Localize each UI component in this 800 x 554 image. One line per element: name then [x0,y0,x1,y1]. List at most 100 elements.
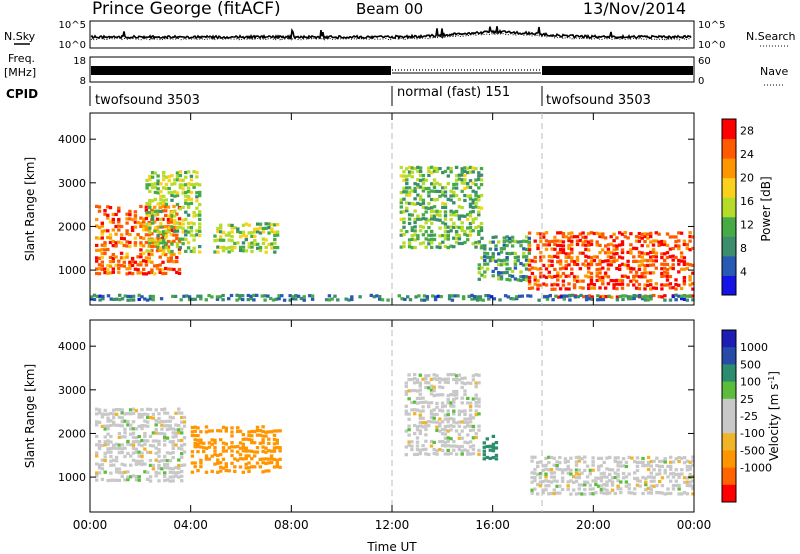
echo-cell [238,429,243,433]
echo-cell [125,217,129,221]
echo-cell [129,423,133,427]
echo-cell [599,484,604,488]
echo-cell [432,209,437,213]
echo-cell [432,377,436,381]
echo-cell [236,445,240,449]
echo-cell [261,429,265,434]
echo-cell [674,293,678,297]
echo-cell [471,424,476,428]
echo-cell [181,237,185,241]
echo-cell [691,282,695,286]
echo-cell [250,457,254,461]
echo-cell [561,232,566,236]
echo-cell [651,286,656,290]
echo-cell [555,467,559,471]
echo-cell [452,417,456,421]
echo-cell [123,419,127,423]
echo-cell [154,431,158,435]
echo-cell [187,298,192,302]
echo-cell [643,232,647,236]
echo-cell [133,225,138,229]
echo-cell [136,263,140,267]
echo-cell [505,239,509,243]
echo-cell [204,446,209,450]
echo-cell [215,297,220,301]
echo-cell [657,243,661,247]
echo-cell [167,179,171,183]
echo-cell [413,186,417,190]
echo-cell [213,438,217,442]
echo-cell [413,221,417,225]
echo-cell [612,279,616,283]
echo-cell [545,295,550,299]
echo-cell [210,442,214,446]
echo-cell [660,242,664,247]
echo-cell [483,275,487,279]
echo-cell [270,242,274,246]
echo-cell [619,464,623,468]
echo-cell [103,459,107,463]
echo-cell [148,479,153,483]
echo-cell [665,251,670,255]
echo-cell [509,297,513,301]
echo-cell [169,240,173,244]
echo-cell [405,174,409,178]
echo-cell [606,282,611,286]
echo-cell [473,295,477,299]
echo-cell [418,409,422,413]
echo-cell [443,440,448,445]
echo-cell [471,189,475,193]
echo-cell [545,297,550,301]
echo-cell [577,472,581,476]
echo-cell [547,243,551,247]
echo-cell [405,230,409,234]
echo-cell [410,175,414,179]
echo-cell [160,427,164,431]
echo-cell [184,175,188,179]
echo-cell [668,247,673,251]
echo-cell [260,294,264,298]
echo-cell [421,421,425,425]
echo-cell [184,190,188,195]
echo-cell [564,264,568,268]
echo-cell [649,271,653,275]
echo-cell [563,460,568,464]
echo-cell [616,464,620,468]
echo-cell [556,251,560,255]
echo-cell [111,239,115,244]
echo-cell [272,449,277,453]
echo-cell [219,469,223,473]
echo-cell [413,217,417,221]
echo-cell [626,266,630,270]
y-tick-label: 2000 [58,220,86,233]
echo-cell [635,464,640,468]
echo-cell [199,465,203,469]
echo-cell [452,373,456,377]
echo-cell [139,260,143,264]
echo-cell [267,242,271,247]
echo-cell [235,298,239,302]
echo-cell [685,262,689,266]
echo-cell [634,286,639,290]
echo-cell [399,165,403,170]
echo-cell [477,373,481,377]
echo-cell [230,235,234,239]
echo-cell [491,274,495,278]
echo-cell [589,231,594,235]
echo-cell [402,245,406,249]
echo-cell [198,213,202,217]
echo-cell [139,221,143,225]
echo-cell [641,460,645,464]
echo-cell [544,463,548,467]
echo-cell [608,479,612,483]
echo-cell [510,251,515,255]
echo-cell [216,227,220,231]
echo-cell [145,183,149,187]
echo-cell [651,271,656,275]
echo-cell [558,461,562,465]
echo-cell [542,232,546,236]
echo-cell [608,472,612,476]
echo-cell [146,439,150,443]
echo-cell [577,476,581,480]
echo-cell [294,297,298,301]
